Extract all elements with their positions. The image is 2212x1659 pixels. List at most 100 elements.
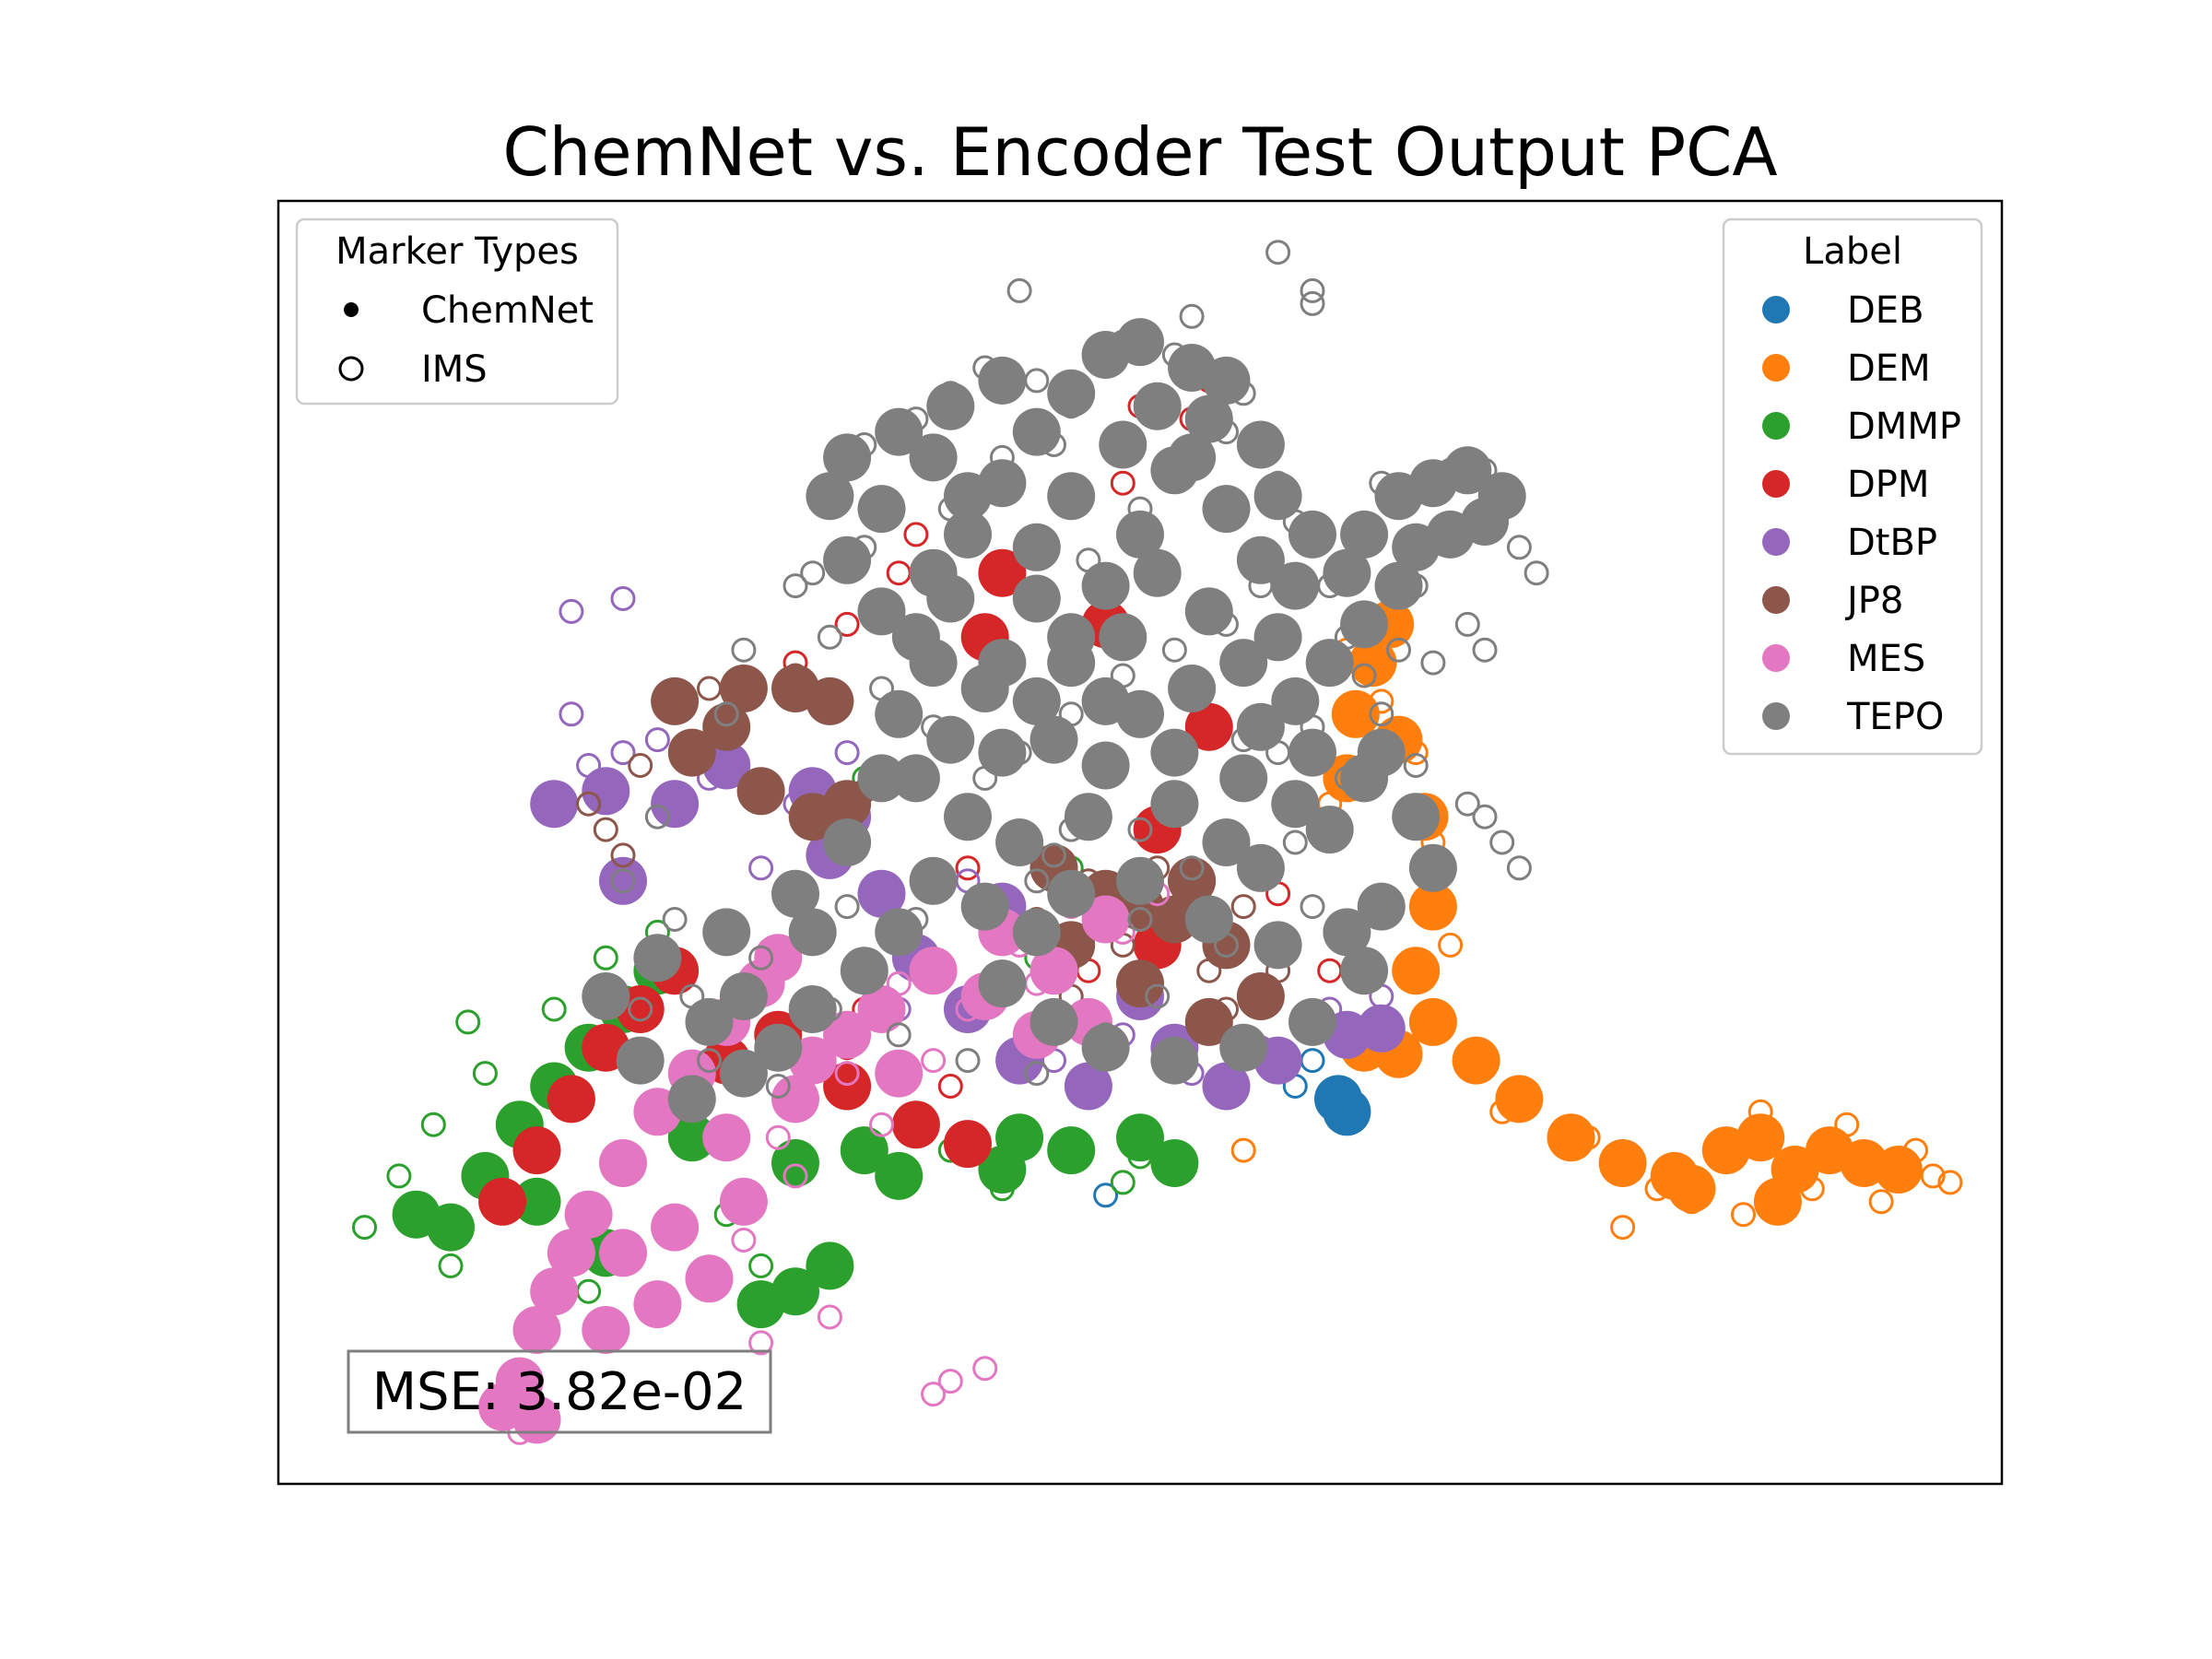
chemnet-point-dmmp (875, 1151, 924, 1200)
chemnet-point-dtbp (582, 767, 630, 816)
label-legend-title: Label (1803, 230, 1902, 273)
chemnet-point-tepo (909, 639, 958, 688)
ims-point-jp8 (1214, 996, 1239, 1022)
chemnet-point-tepo (1443, 446, 1492, 495)
chemnet-point-dem (1408, 997, 1457, 1046)
ims-point-dtbp (610, 586, 636, 611)
ims-point-dem (1868, 1189, 1894, 1215)
ims-point-mes (955, 996, 981, 1022)
chemnet-point-tepo (978, 728, 1027, 777)
marker-legend-frame (295, 218, 619, 406)
chemnet-point-tepo (1340, 947, 1389, 995)
chemnet-point-tepo (926, 382, 975, 430)
ims-point-dmmp (420, 1112, 446, 1137)
chemnet-point-mes (547, 1229, 595, 1277)
chemnet-point-tepo (1288, 997, 1336, 1046)
ims-point-tepo (1076, 547, 1101, 573)
ims-point-tepo (1300, 714, 1325, 740)
chemnet-point-dmmp (1150, 1139, 1199, 1187)
ims-point-dpm (1110, 470, 1135, 496)
chemnet-point-tepo (1202, 485, 1251, 534)
chemnet-point-mes (823, 1010, 872, 1059)
chemnet-point-tepo (1236, 702, 1285, 751)
mse-annotation: MSE: 3.82e-02 (347, 1349, 772, 1434)
chemnet-point-dmmp (995, 1113, 1044, 1162)
chemnet-point-dmmp (1047, 1126, 1096, 1175)
chemnet-point-mes (857, 985, 906, 1033)
ims-point-tepo (1110, 329, 1135, 355)
chemnet-point-jp8 (1150, 895, 1199, 944)
chemnet-point-tepo (1288, 728, 1336, 777)
ims-point-dmmp (748, 1253, 774, 1278)
chemnet-point-tepo (1099, 420, 1147, 469)
chemnet-point-tepo (1047, 472, 1096, 521)
chemnet-point-tepo (1408, 843, 1457, 892)
ims-point-dem (1369, 688, 1394, 714)
chemnet-point-dtbp (1357, 1004, 1406, 1053)
ims-point-tepo (1110, 663, 1135, 688)
chemnet-point-jp8 (1184, 997, 1233, 1046)
chemnet-point-mes (564, 1190, 613, 1239)
chemnet-point-mes (909, 947, 958, 995)
chemnet-point-dem (1874, 1146, 1923, 1194)
chemnet-point-tepo (1064, 793, 1112, 841)
ims-point-tepo (869, 676, 894, 701)
legend-label-deb: DEB (1847, 289, 1924, 332)
chemnet-point-tepo (875, 407, 924, 456)
chemnet-point-tepo (1288, 510, 1336, 559)
ims-point-mes (765, 1124, 791, 1150)
chemnet-point-tepo (1030, 997, 1078, 1046)
ims-point-mes (886, 971, 912, 996)
ims-point-tepo (955, 1048, 981, 1074)
ims-point-dmmp (989, 1176, 1015, 1202)
ims-point-tepo (1265, 470, 1291, 496)
chemnet-point-tepo (978, 639, 1027, 688)
ims-point-dem (1610, 1215, 1636, 1241)
chemnet-point-dpm (512, 1126, 561, 1175)
legend-label-tepo: TEPO (1846, 696, 1944, 738)
ims-point-tepo (955, 804, 981, 830)
ims-point-dem (1903, 1137, 1928, 1163)
ims-point-tepo (1454, 791, 1480, 817)
legend-label-dpm: DPM (1847, 464, 1929, 506)
legend-swatch-mes (1762, 644, 1790, 672)
ims-point-tepo (1472, 637, 1498, 663)
chemnet-point-tepo (857, 485, 906, 534)
ims-point-tepo (1006, 740, 1032, 766)
ims-point-tepo (1282, 830, 1308, 855)
ims-point-dtbp (644, 727, 670, 753)
chemnet-point-tepo (1150, 728, 1199, 777)
chemnet-point-tepo (1116, 856, 1164, 905)
legend-swatch-dem (1762, 354, 1790, 382)
chemnet-point-tepo (1133, 382, 1182, 430)
chemnet-point-dmmp (1116, 1113, 1164, 1162)
marker-legend-ims-label: IMS (421, 348, 488, 391)
ims-point-mes (748, 1330, 774, 1356)
ims-point-mes (782, 1163, 808, 1189)
ims-point-tepo (1006, 277, 1032, 303)
ims-point-dmmp (472, 1061, 498, 1087)
ims-point-dpm (955, 855, 981, 881)
ims-point-jp8 (593, 817, 618, 842)
marker-types-legend: Marker Types ChemNet IMS (295, 218, 619, 406)
ims-point-jp8 (628, 753, 653, 778)
chemnet-point-tepo (1340, 510, 1389, 559)
ims-point-dtbp (576, 753, 602, 778)
ims-point-dmmp (455, 1009, 481, 1035)
chemnet-point-dpm (978, 548, 1027, 597)
ims-point-tepo (1506, 535, 1532, 560)
chemnet-point-dpm (944, 1120, 992, 1169)
ims-point-tepo (1300, 290, 1325, 316)
chemnet-point-tepo (1340, 600, 1389, 649)
chemnet-point-tepo (909, 433, 958, 482)
ims-point-jp8 (610, 842, 636, 868)
chemnet-point-tepo (685, 997, 734, 1046)
ims-point-dem (1731, 1202, 1756, 1228)
chemnet-point-tepo (806, 472, 854, 521)
chemnet-point-tepo (926, 715, 975, 764)
ims-point-dpm (937, 1074, 963, 1099)
chemnet-point-dem (1392, 947, 1441, 995)
chemnet-point-tepo (926, 574, 975, 623)
chemnet-point-dem (1348, 639, 1397, 688)
ims-point-mes (731, 1228, 757, 1253)
